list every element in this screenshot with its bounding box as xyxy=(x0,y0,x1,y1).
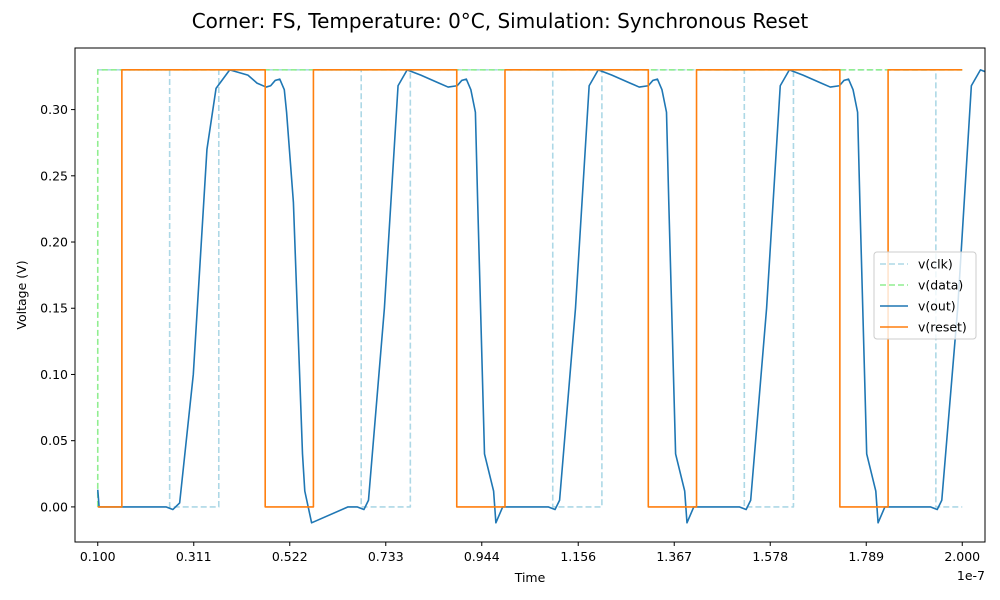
x-tick-label: 1.156 xyxy=(560,549,596,564)
legend: v(clk) v(data) v(out) v(reset) xyxy=(873,251,977,340)
y-tick-label: 0.15 xyxy=(40,301,68,316)
plot-frame xyxy=(74,47,986,543)
y-axis: 0.00 0.05 0.10 0.15 0.20 0.25 0.30 xyxy=(40,102,75,514)
legend-label: v(clk) xyxy=(918,257,953,272)
y-tick-label: 0.05 xyxy=(40,433,68,448)
legend-label: v(out) xyxy=(918,299,956,314)
x-axis-label: Time xyxy=(514,570,546,585)
y-tick-label: 0.25 xyxy=(40,168,68,183)
x-tick-label: 0.944 xyxy=(464,549,500,564)
y-tick-label: 0.00 xyxy=(40,499,68,514)
y-axis-label: Voltage (V) xyxy=(14,260,29,329)
series-line-v-data xyxy=(96,69,963,507)
series-line-v-reset xyxy=(97,69,963,508)
series-line-v-clk xyxy=(97,69,963,508)
x-tick-label: 1.789 xyxy=(848,549,884,564)
y-tick-label: 0.20 xyxy=(40,235,68,250)
x-tick-label: 0.522 xyxy=(272,549,308,564)
x-tick-label: 0.100 xyxy=(80,549,116,564)
y-tick-label: 0.30 xyxy=(40,102,68,117)
x-tick-label: 1.367 xyxy=(656,549,692,564)
legend-label: v(reset) xyxy=(918,320,967,335)
x-axis-scale-label: 1e-7 xyxy=(957,568,985,583)
legend-box xyxy=(873,251,977,340)
series-line-v-out xyxy=(96,69,985,524)
x-axis: 0.100 0.311 0.522 0.733 0.944 1.156 1.367 1.578… xyxy=(80,542,980,564)
y-tick-label: 0.10 xyxy=(40,367,68,382)
legend-label: v(data) xyxy=(918,278,963,293)
x-tick-label: 0.311 xyxy=(176,549,212,564)
chart-title: Corner: FS, Temperature: 0°C, Simulation… xyxy=(192,9,809,33)
x-tick-label: 2.000 xyxy=(944,549,980,564)
series-layer xyxy=(96,69,985,524)
x-tick-label: 0.733 xyxy=(368,549,404,564)
x-tick-label: 1.578 xyxy=(752,549,788,564)
